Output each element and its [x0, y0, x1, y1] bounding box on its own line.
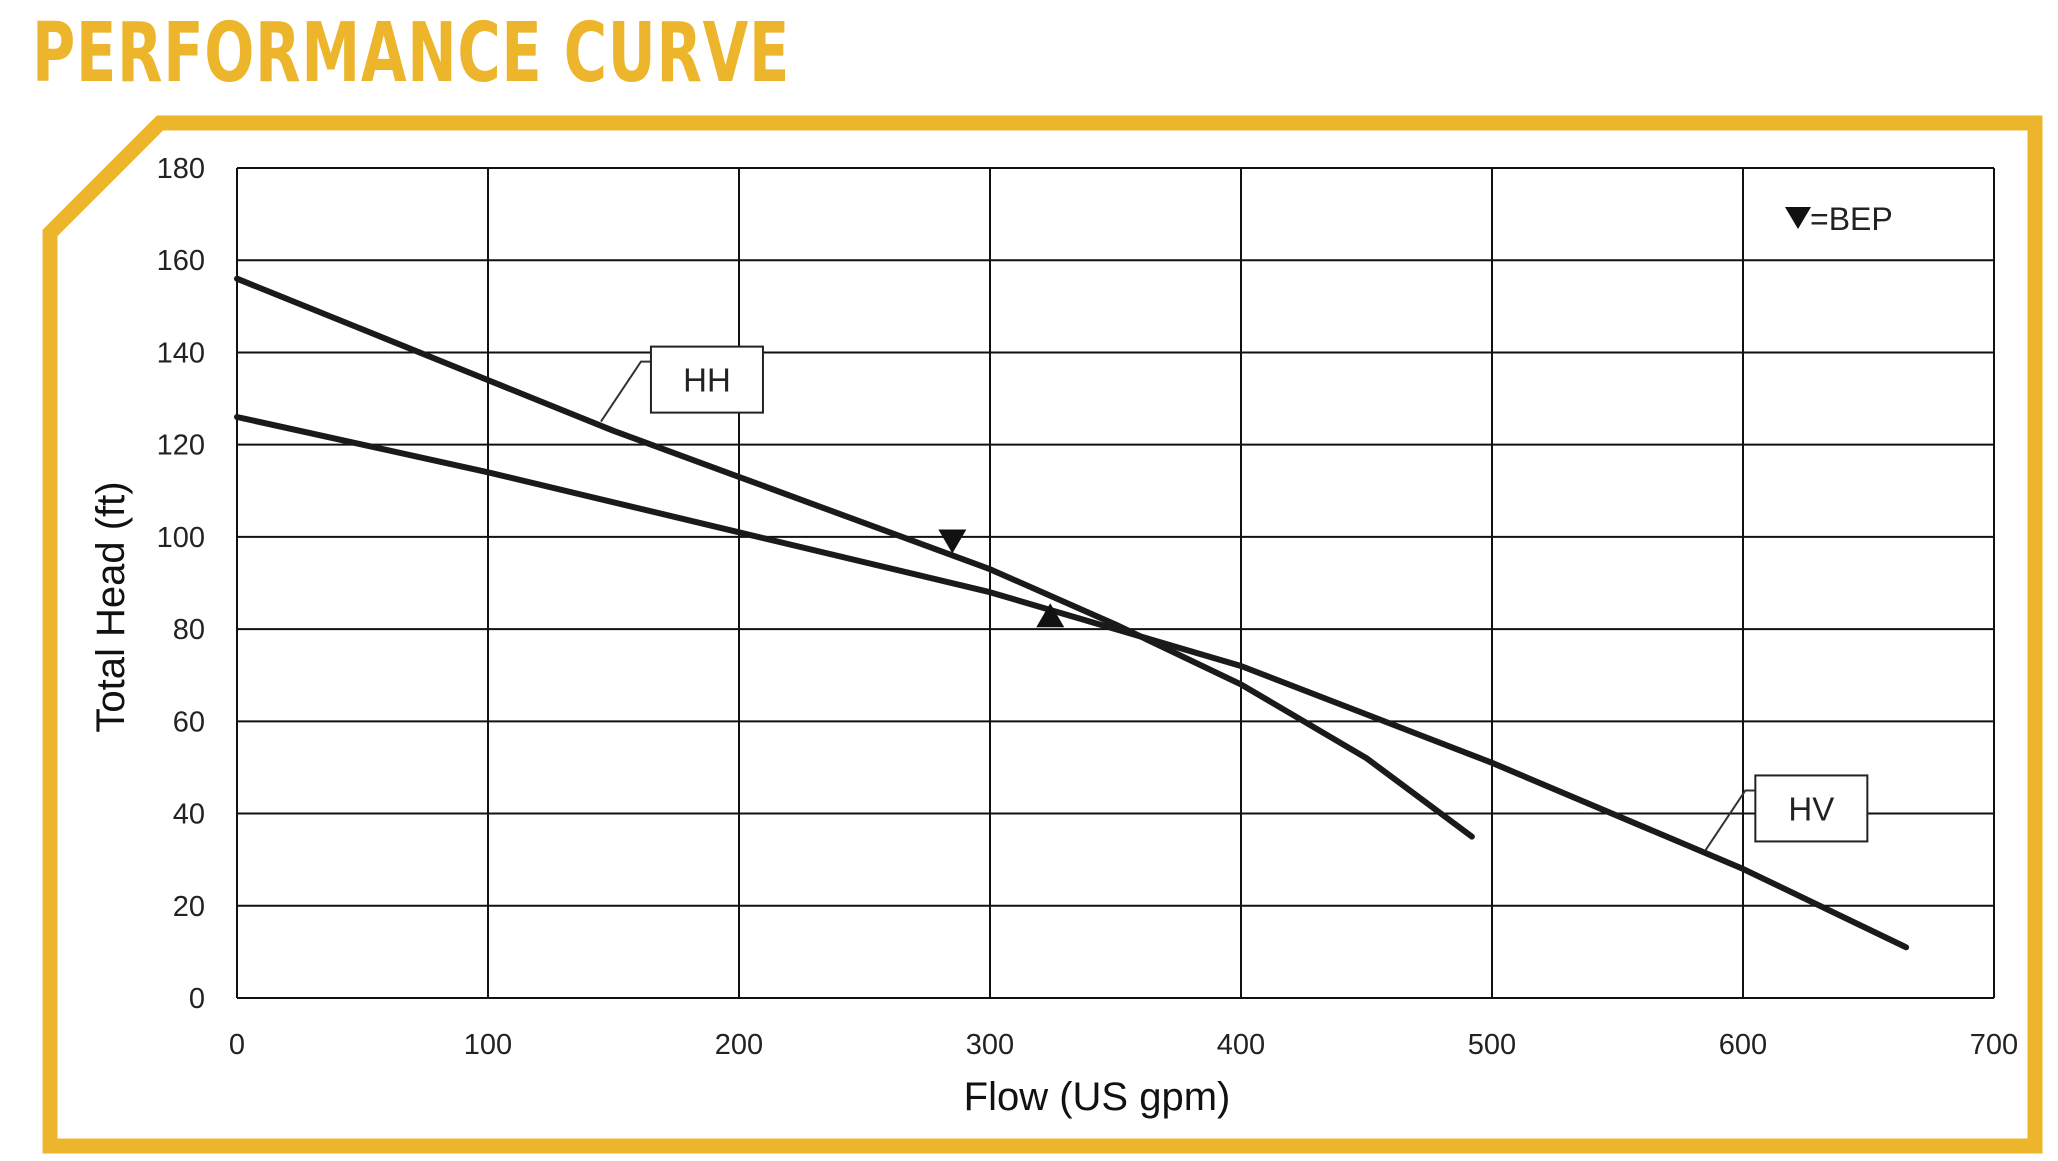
- y-tick-label-140: 140: [157, 337, 205, 369]
- x-tick-label-200: 200: [715, 1029, 763, 1061]
- y-axis-label: Total Head (ft): [89, 481, 133, 732]
- bep-markers: [938, 529, 1065, 628]
- legend-bep-label: =BEP: [1810, 201, 1893, 237]
- series-layer: [234, 275, 1910, 951]
- series-line-hh: [234, 275, 1475, 840]
- x-tick-label-0: 0: [229, 1029, 245, 1061]
- x-tick-label-700: 700: [1970, 1029, 2018, 1061]
- x-tick-label-100: 100: [464, 1029, 512, 1061]
- page-title: PERFORMANCE CURVE: [32, 6, 791, 101]
- chart-grid: [236, 167, 1995, 999]
- x-tick-label-300: 300: [966, 1029, 1014, 1061]
- series-line-hv: [234, 414, 1910, 951]
- y-tick-label-120: 120: [157, 430, 205, 462]
- callout-label-hh: HH: [683, 362, 731, 399]
- callout-leader-hh: [600, 360, 651, 423]
- chart-legend: =BEP: [1785, 201, 1893, 237]
- y-tick-label-40: 40: [173, 799, 205, 831]
- callout-box-hv: [1754, 774, 1869, 843]
- y-tick-label-180: 180: [157, 153, 205, 185]
- tick-labels: 0 100 200 300 400 500 600 700 0 20 40 60 80 100 120 140…: [157, 153, 2019, 1061]
- legend-bep-marker: [1785, 207, 1811, 229]
- y-tick-label-160: 160: [157, 245, 205, 277]
- y-tick-label-80: 80: [173, 614, 205, 646]
- x-tick-label-500: 500: [1468, 1029, 1516, 1061]
- bep-marker-hh: [938, 529, 967, 554]
- x-axis-label: Flow (US gpm): [964, 1075, 1231, 1119]
- series-callouts: HH HV: [600, 345, 1869, 851]
- callout-leader-hv: [1704, 789, 1756, 851]
- bep-marker-hv: [1036, 603, 1065, 628]
- y-tick-label-100: 100: [157, 522, 205, 554]
- x-tick-label-600: 600: [1719, 1029, 1767, 1061]
- callout-box-hh: [649, 345, 764, 414]
- y-tick-label-0: 0: [189, 983, 205, 1015]
- callout-label-hv: HV: [1788, 790, 1834, 827]
- y-tick-label-60: 60: [173, 706, 205, 738]
- y-tick-label-20: 20: [173, 891, 205, 923]
- chart-frame: [42, 115, 2043, 1154]
- x-tick-label-400: 400: [1217, 1029, 1265, 1061]
